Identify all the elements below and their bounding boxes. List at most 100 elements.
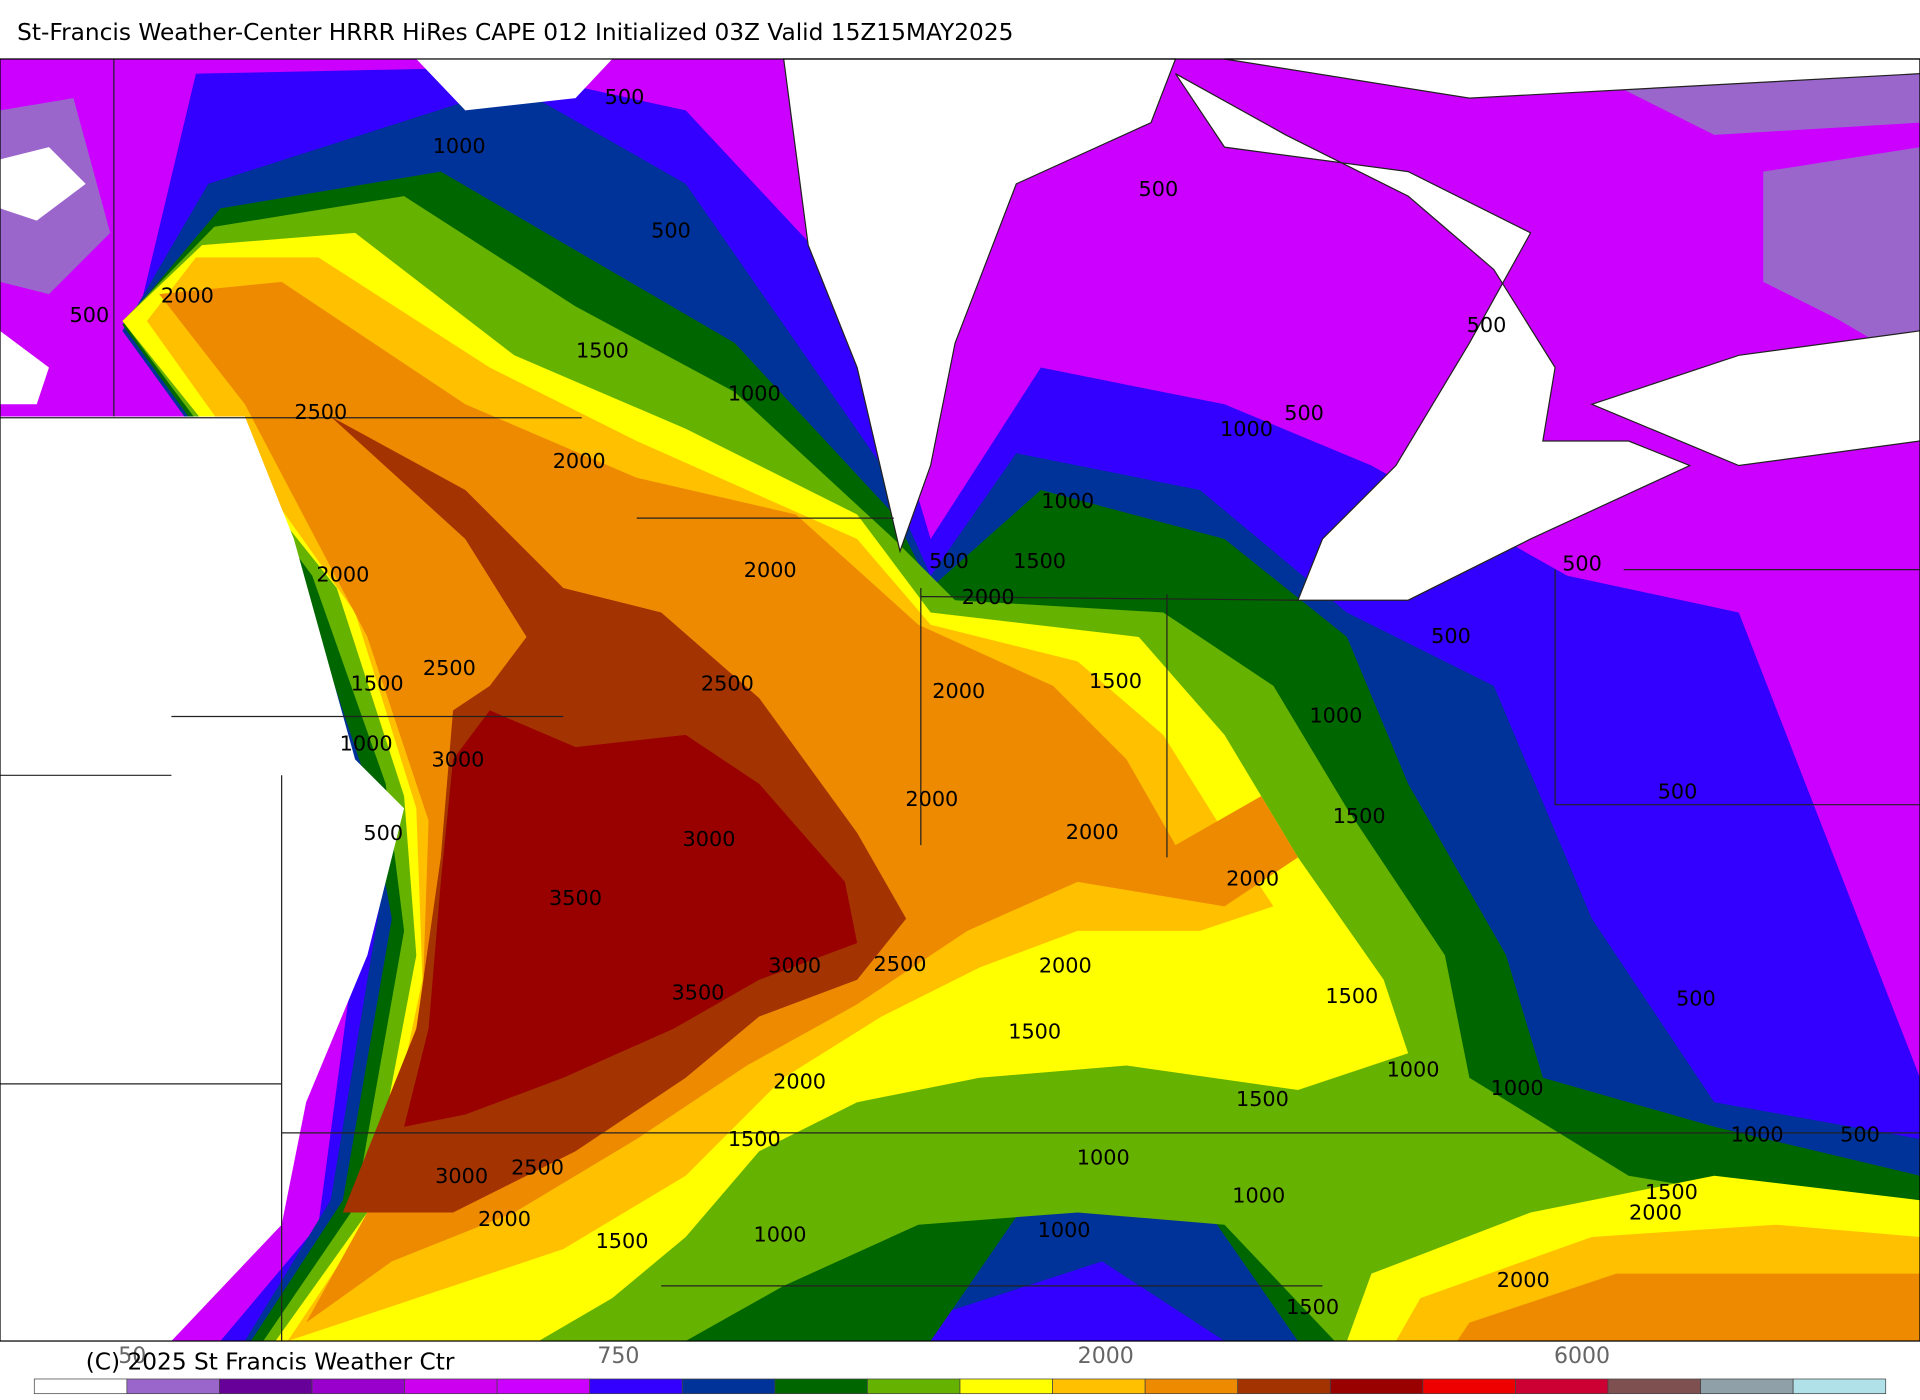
colorbar-swatch [404,1378,498,1395]
contour-label: 2000 [478,1207,531,1231]
contour-label: 500 [1562,552,1602,576]
contour-label: 500 [1840,1122,1880,1146]
contour-label: 2000 [1497,1268,1550,1292]
contour-label: 1000 [340,732,393,756]
colorbar-label: 6000 [1554,1344,1610,1369]
contour-label: 2000 [905,787,958,811]
contour-label: 2000 [1629,1201,1682,1225]
contour-label: 1500 [1236,1087,1289,1111]
copyright: (C) 2025 St Francis Weather Ctr [86,1349,455,1376]
contour-label: 2500 [701,672,754,696]
contour-label: 1000 [1038,1218,1091,1242]
contour-label: 1000 [1731,1122,1784,1146]
contour-label: 1500 [1089,669,1142,693]
colorbar-swatch [774,1378,868,1395]
contour-label: 2000 [1039,953,1092,977]
contour-label: 1500 [351,672,404,696]
contour-label: 1500 [596,1229,649,1253]
great-lakes [782,58,1920,601]
contour-label: 1000 [754,1223,807,1247]
colorbar-label: 50 [118,1344,146,1369]
colorbar-swatch [1422,1378,1516,1395]
colorbar-swatch [1237,1378,1331,1395]
contour-label: 1500 [1008,1019,1061,1043]
contour-label: 1000 [1041,489,1094,513]
map-frame [0,58,1920,1342]
title: St-Francis Weather-Center HRRR HiRes CAP… [17,19,1013,46]
contour-label: 1000 [1309,704,1362,728]
contour-label: 500 [929,549,969,573]
contour-label: 1500 [576,339,629,363]
contour-label: 1500 [1645,1180,1698,1204]
contour-label: 1000 [728,381,781,405]
field-3000 [404,710,858,1127]
contour-label: 1500 [1013,549,1066,573]
contour-label: 2000 [773,1070,826,1094]
contour-label: 2500 [294,400,347,424]
contour-label: 500 [1431,624,1471,648]
colorbar-swatch [1607,1378,1701,1395]
colorbar: 50 750 2000 6000 [33,1344,1887,1395]
colorbar-label: 2000 [1078,1344,1134,1369]
colorbar-swatch [681,1378,776,1395]
contour-label: 2000 [316,563,369,587]
contour-label: 2000 [553,449,606,473]
contour-labels: 500 1000 500 500 2000 500 1500 1000 2500 500 1000 5… [70,85,1880,1319]
contour-label: 2000 [744,558,797,582]
contour-label: 1500 [1325,984,1378,1008]
contour-label: 1000 [1232,1184,1285,1208]
contour-label: 3000 [435,1164,488,1188]
contour-label: 2500 [511,1155,564,1179]
contour-label: 2500 [423,656,476,680]
colorbar-swatch [1052,1378,1146,1395]
contour-label: 3000 [431,748,484,772]
cape-field [0,58,1920,1342]
contour-label: 500 [1658,779,1698,803]
contour-label: 500 [651,219,691,243]
contour-label: 500 [1467,313,1507,337]
contour-label: 2000 [1066,820,1119,844]
contour-label: 500 [1676,986,1716,1010]
contour-label: 2000 [932,679,985,703]
state-boundaries [0,58,1920,1342]
colorbar-swatch [496,1378,591,1395]
colorbar-swatch [959,1378,1053,1395]
colorbar-swatch [867,1378,961,1395]
contour-label: 500 [1284,401,1324,425]
contour-label: 3500 [549,886,602,910]
colorbar-swatch [126,1378,220,1395]
contour-label: 2000 [1226,866,1279,890]
colorbar-label: 750 [597,1344,639,1369]
colorbar-swatch [1515,1378,1609,1395]
contour-label: 1000 [1387,1057,1440,1081]
colorbar-swatch [1329,1378,1424,1395]
contour-label: 1000 [433,134,486,158]
colorbar-swatch [219,1378,313,1395]
colorbar-swatch [1700,1378,1794,1395]
contour-label: 3500 [671,980,724,1004]
contour-label: 1000 [1077,1146,1130,1170]
contour-label: 500 [1139,177,1179,201]
colorbar-swatch [1792,1378,1887,1395]
contour-label: 3000 [683,827,736,851]
colorbar-swatch [589,1378,683,1395]
contour-label: 500 [363,821,403,845]
no-data-west [0,58,613,1342]
contour-label: 2000 [962,585,1015,609]
field-low [0,58,1920,368]
contour-label: 1000 [1491,1076,1544,1100]
contour-label: 500 [70,303,110,327]
contour-label: 2000 [161,284,214,308]
contour-label: 2500 [874,952,927,976]
contour-label: 3000 [768,953,821,977]
colorbar-swatch [33,1378,128,1395]
contour-label: 500 [605,85,645,109]
contour-label: 1500 [1333,804,1386,828]
colorbar-swatch [1144,1378,1239,1395]
contour-label: 1000 [1220,417,1273,441]
contour-label: 1500 [728,1127,781,1151]
contour-label: 1500 [1286,1295,1339,1319]
colorbar-swatch [311,1378,405,1395]
